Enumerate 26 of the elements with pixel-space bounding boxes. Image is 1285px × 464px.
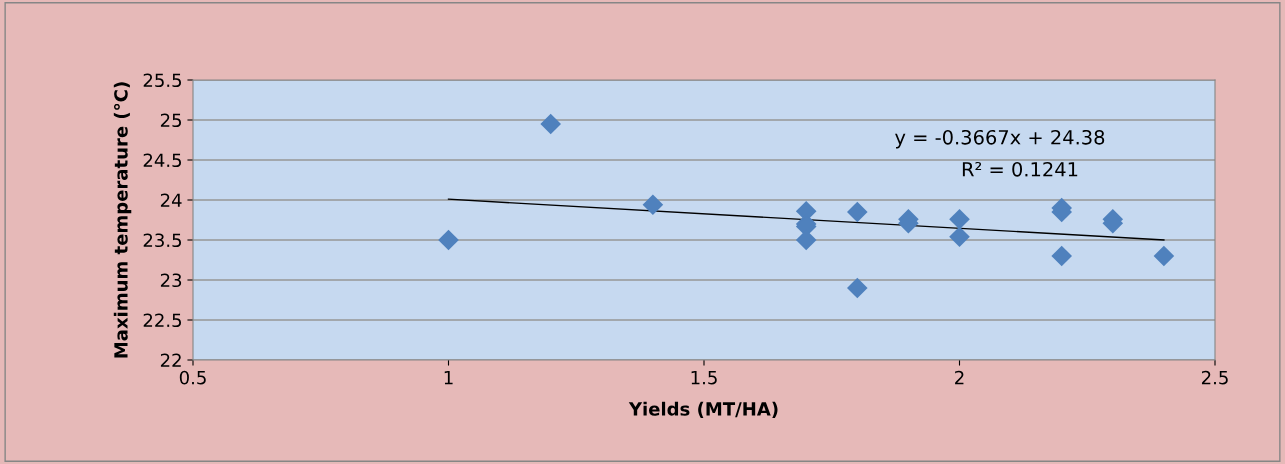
point [949,226,970,248]
y-tick-label: 22.5 [143,313,182,328]
annotation: R² = 0.1241 [962,161,1078,177]
y-axis-title: Maximum temperature (°C) [113,82,132,358]
y-tick-label: 23 [160,273,182,288]
x-tick-label: 2 [955,370,964,385]
x-tick-label: 0.5 [179,370,206,385]
point [642,194,664,216]
y-tick-label: 23.5 [143,233,182,248]
y-tick-label: 25.5 [143,73,182,88]
point [438,229,459,251]
annotation: y = -0.3667x + 24.38 [895,129,1105,149]
x-tick-label: 1 [444,370,453,385]
x-tick-label: 1.5 [691,370,717,385]
x-tick-label: 2.5 [1201,370,1228,385]
y-tick-label: 24.5 [143,153,182,168]
y-tick-label: 24 [160,193,182,207]
point [1051,245,1072,267]
x-axis-title: Yields (MT/HA) [628,401,778,418]
point [1153,245,1175,267]
y-tick-label: 25 [160,113,182,128]
point [949,208,970,230]
point [847,277,868,299]
point [847,201,868,223]
point [540,113,561,135]
y-tick-label: 22 [160,353,181,367]
